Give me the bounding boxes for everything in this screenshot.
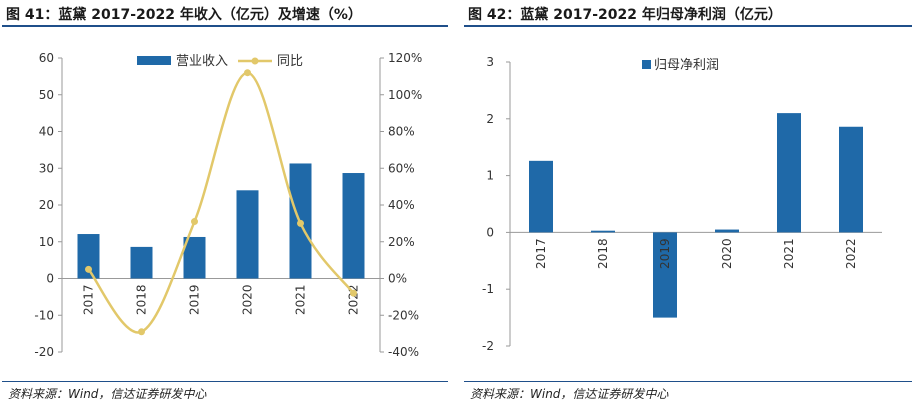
left-tick-label: 60 [39, 51, 54, 65]
y-tick-label: 0 [486, 225, 494, 239]
figure-42-title: 图 42：蓝黛 2017-2022 年归母净利润（亿元） [468, 7, 782, 23]
x-category-label: 2019 [188, 285, 202, 316]
left-tick-label: 20 [39, 198, 54, 212]
yoy-growth-point [85, 265, 92, 273]
left-tick-label: 40 [39, 125, 54, 139]
legend-label: 归母净利润 [654, 58, 719, 73]
yoy-growth-point [138, 328, 145, 336]
source-rule [464, 381, 912, 382]
y-tick-label: 3 [486, 55, 494, 69]
yoy-growth-point [297, 219, 304, 227]
net-profit-bar [839, 126, 863, 233]
legend-bar-swatch [137, 56, 171, 65]
revenue-growth-chart: -20 -10 0 10 20 30 40 50 60 -40% -20% 0% 20% 40% 60% 80… [34, 51, 422, 359]
legend-line-marker [251, 57, 259, 65]
y-tick-label: 1 [486, 169, 494, 183]
title-rule [2, 25, 448, 27]
x-category-label: 2017 [82, 285, 96, 316]
left-tick-label: -20 [34, 345, 54, 359]
net-profit-bar [715, 229, 739, 233]
figure-42-source: 资料来源：Wind，信达证券研发中心 [470, 387, 669, 401]
left-tick-label: -10 [34, 308, 54, 322]
x-category-label: 2019 [658, 238, 672, 269]
legend-bar-label: 营业收入 [176, 54, 228, 69]
net-profit-bar [591, 230, 615, 233]
right-tick-label: 100% [388, 88, 422, 102]
revenue-chart-panel: 图 41：蓝黛 2017-2022 年收入（亿元）及增速（%） -20 -10 0 1… [0, 0, 450, 408]
yoy-growth-point [191, 218, 198, 226]
legend-swatch [642, 60, 651, 69]
left-tick-label: 0 [46, 272, 54, 286]
x-category-label: 2017 [534, 238, 548, 269]
right-tick-label: 0% [388, 272, 407, 286]
x-category-label: 2021 [294, 285, 308, 316]
revenue-bar [130, 246, 153, 279]
net-profit-bar [777, 113, 801, 233]
revenue-bar [342, 173, 365, 279]
x-category-label: 2018 [596, 238, 610, 269]
y-tick-label: -1 [482, 282, 494, 296]
source-rule [2, 381, 448, 382]
right-tick-label: 60% [388, 161, 415, 175]
figure-41-title: 图 41：蓝黛 2017-2022 年收入（亿元）及增速（%） [6, 7, 362, 23]
legend-line-label: 同比 [277, 54, 303, 69]
right-tick-label: 40% [388, 198, 415, 212]
revenue-bar [183, 236, 206, 279]
right-tick-label: -20% [388, 308, 419, 322]
x-category-label: 2021 [782, 238, 796, 269]
x-category-label: 2020 [241, 285, 255, 316]
title-rule [464, 25, 912, 27]
x-category-label: 2022 [347, 285, 361, 316]
yoy-growth-point [350, 289, 357, 297]
yoy-growth-point [244, 69, 251, 77]
net-profit-chart-panel: 图 42：蓝黛 2017-2022 年归母净利润（亿元） -2 -1 0 1 2 3 201… [462, 0, 914, 408]
y-tick-label: 2 [486, 112, 494, 126]
net-profit-bar [653, 232, 677, 318]
x-category-label: 2020 [720, 238, 734, 269]
revenue-bar [236, 190, 259, 279]
net-profit-bar [529, 160, 553, 233]
figure-41-source: 资料来源：Wind，信达证券研发中心 [8, 387, 207, 401]
right-tick-label: 80% [388, 125, 415, 139]
x-category-label: 2022 [844, 238, 858, 269]
yoy-growth-line [87, 71, 355, 334]
y-tick-label: -2 [482, 339, 494, 353]
net-profit-chart: -2 -1 0 1 2 3 2017 2018 2019 2020 2021 2022 归母净利润 [482, 55, 882, 353]
x-category-label: 2018 [135, 285, 149, 316]
revenue-bar [77, 234, 100, 279]
right-tick-label: 20% [388, 235, 415, 249]
right-tick-label: -40% [388, 345, 419, 359]
left-tick-label: 30 [39, 161, 54, 175]
right-tick-label: 120% [388, 51, 422, 65]
left-tick-label: 10 [39, 235, 54, 249]
left-tick-label: 50 [39, 88, 54, 102]
